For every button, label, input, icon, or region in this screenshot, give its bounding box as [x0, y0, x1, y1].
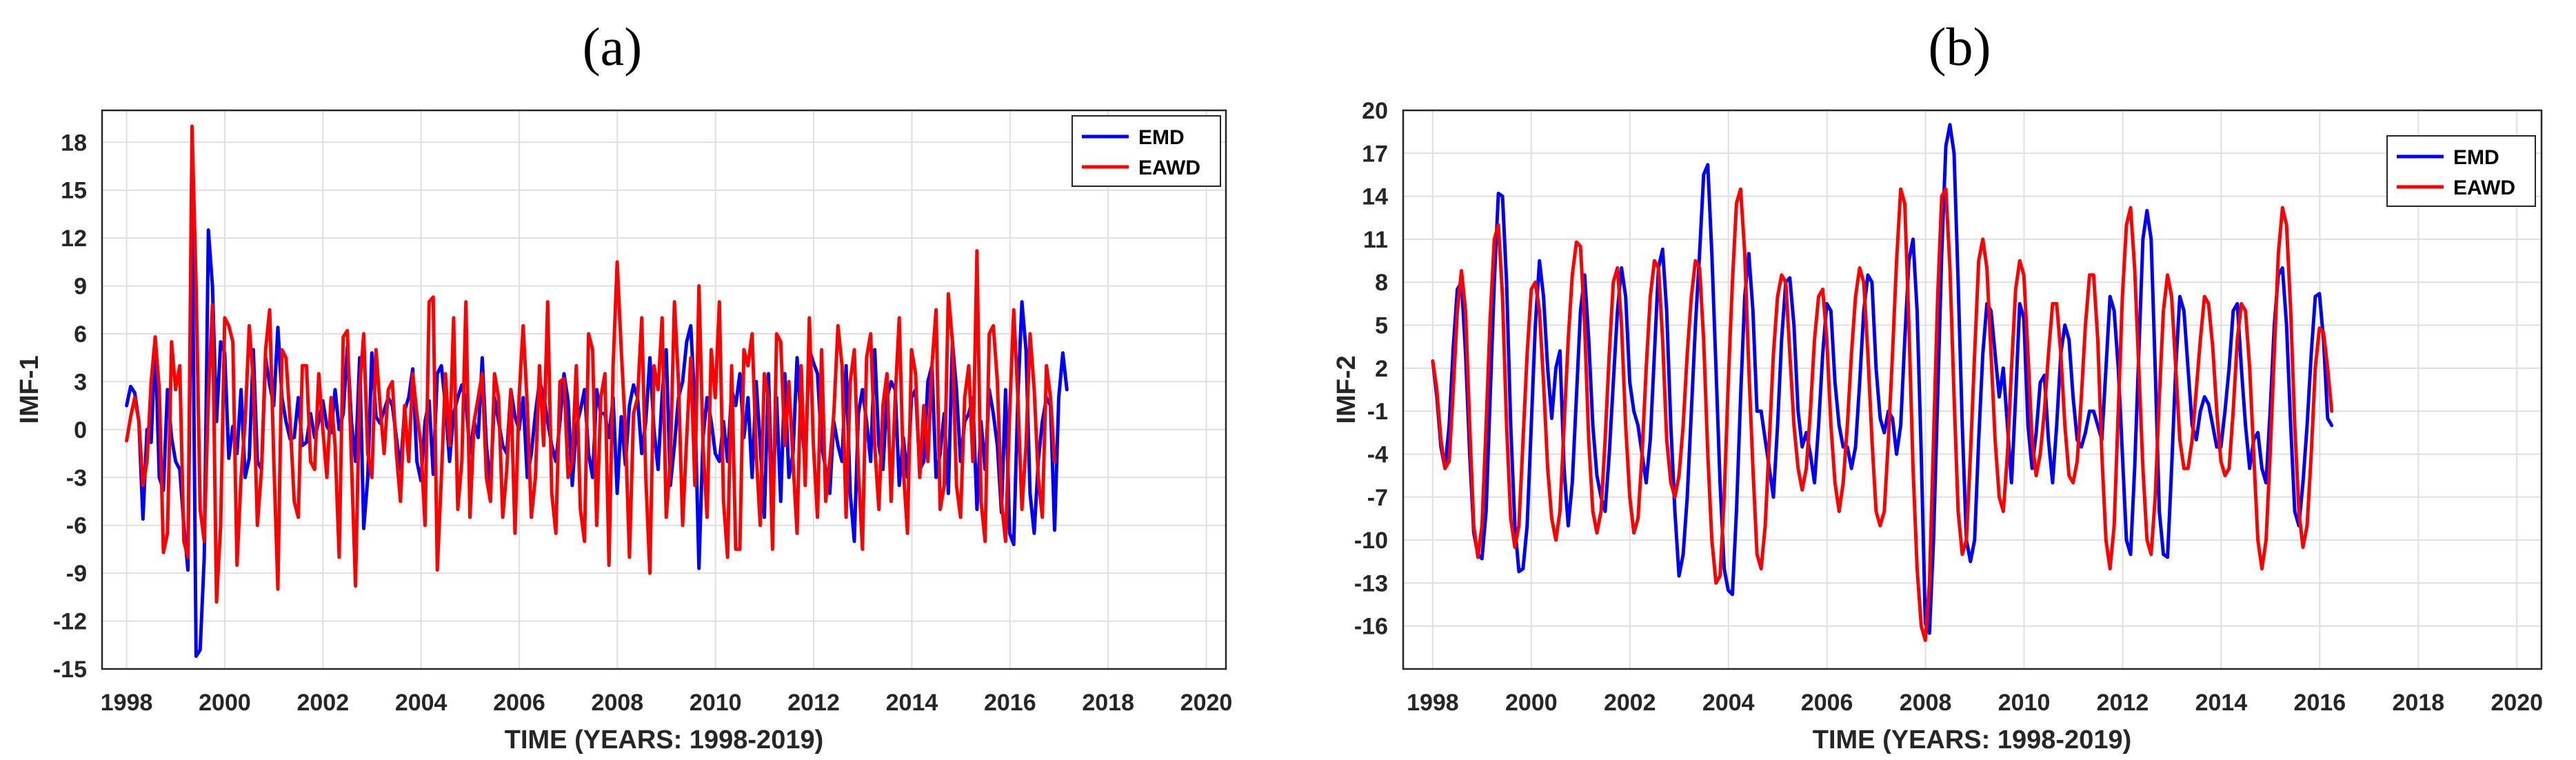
legend-box-a — [1071, 115, 1221, 187]
legend-b: EMD EAWD — [2386, 135, 2536, 207]
legend-box-b — [2386, 135, 2536, 207]
y-tick-label-b: -1 — [1367, 399, 1388, 425]
x-tick-label-a: 2008 — [592, 690, 644, 716]
x-tick-label-b: 1998 — [1407, 690, 1459, 716]
y-tick-label-b: 2 — [1375, 356, 1388, 382]
plot-frame-b — [1402, 109, 2543, 670]
x-tick-label-a: 2014 — [886, 690, 938, 716]
x-tick-label-a: 2002 — [296, 690, 349, 716]
x-tick-label-a: 2012 — [787, 690, 840, 716]
y-tick-label-b: 5 — [1375, 313, 1388, 339]
y-tick-label-b: 17 — [1362, 141, 1388, 167]
y-tick-label-b: 11 — [1363, 227, 1388, 253]
x-tick-label-b: 2004 — [1702, 690, 1755, 716]
legend-label-eawd-b: EAWD — [2453, 177, 2515, 199]
series-group-a — [125, 124, 1069, 658]
y-tick-label-b: -13 — [1354, 570, 1388, 597]
series-group-b — [1431, 123, 2334, 642]
x-tick-label-a: 2004 — [395, 690, 447, 716]
y-tick-label-b: 20 — [1362, 98, 1388, 124]
legend-label-eawd-a: EAWD — [1138, 157, 1200, 179]
x-tick-label-a: 2016 — [984, 690, 1036, 716]
y-tick-label-b: -10 — [1354, 528, 1388, 554]
x-tick-label-b: 2002 — [1604, 690, 1656, 716]
y-tick-label-b: 14 — [1362, 184, 1388, 210]
x-tick-label-a: 2000 — [199, 690, 251, 716]
x-tick-label-b: 2000 — [1505, 690, 1558, 716]
x-tick-label-a: 2018 — [1082, 690, 1134, 716]
x-tick-label-a: 1998 — [101, 690, 153, 716]
x-tick-labels-a: 1998 2000 2002 2004 2006 2008 2010 2012 2014 2016… — [101, 690, 1233, 716]
plot-frame-a — [101, 109, 1227, 670]
panel-label-b: (b) — [1929, 17, 1991, 77]
y-tick-label-b: -7 — [1367, 485, 1388, 511]
y-tick-label-a: -12 — [53, 609, 87, 635]
y-tick-label-b: -4 — [1367, 441, 1388, 468]
x-tick-label-b: 2012 — [2097, 690, 2149, 716]
y-tick-label-a: 9 — [74, 274, 87, 300]
legend-a: EMD EAWD — [1071, 115, 1221, 187]
x-tick-label-b: 2014 — [2195, 690, 2248, 716]
x-tick-labels-b: 1998 2000 2002 2004 2006 2008 2010 2012 2014 2016… — [1407, 690, 2543, 716]
x-tick-label-b: 2006 — [1801, 690, 1853, 716]
y-tick-label-a: -6 — [66, 513, 87, 539]
y-tick-label-a: -9 — [66, 561, 87, 587]
y-tick-label-a: 3 — [74, 369, 87, 395]
x-tick-label-b: 2018 — [2393, 690, 2445, 716]
y-axis-label-a: IMF-1 — [15, 355, 44, 423]
x-tick-label-a: 2020 — [1180, 690, 1233, 716]
y-tick-label-a: 18 — [61, 130, 87, 156]
series-line-eawd-a — [125, 124, 1056, 604]
x-tick-label-a: 2010 — [690, 690, 742, 716]
x-tick-label-a: 2006 — [493, 690, 545, 716]
y-tick-label-b: -16 — [1354, 614, 1388, 640]
y-axis-label-b: IMF-2 — [1332, 355, 1361, 423]
x-tick-label-b: 2010 — [1998, 690, 2051, 716]
x-axis-label-a: TIME (YEARS: 1998-2019) — [505, 726, 824, 754]
legend-label-emd-a: EMD — [1138, 126, 1185, 149]
y-tick-labels-a: -15 -12 -9 -6 -3 0 3 6 9 12 15 18 — [53, 130, 87, 683]
y-tick-label-a: 6 — [74, 321, 87, 348]
y-tick-label-a: 15 — [61, 178, 87, 204]
y-tick-labels-b: -16 -13 -10 -7 -4 -1 2 5 8 11 14 17 20 — [1354, 98, 1388, 640]
y-tick-label-a: -15 — [53, 657, 87, 683]
panel-label-a: (a) — [583, 17, 643, 77]
y-tick-label-b: 8 — [1375, 270, 1388, 296]
x-tick-label-b: 2008 — [1900, 690, 1952, 716]
series-line-eawd-b — [1431, 187, 2334, 642]
y-tick-label-a: 0 — [74, 417, 87, 443]
legend-label-emd-b: EMD — [2453, 146, 2499, 169]
x-tick-label-b: 2016 — [2294, 690, 2346, 716]
y-tick-label-a: -3 — [66, 465, 87, 491]
chart-panel-a: (a) -15 -12 -9 -6 -3 0 3 6 9 12 15 18 1998 2000 2002 2… — [15, 17, 1232, 754]
x-tick-label-b: 2020 — [2491, 690, 2543, 716]
x-axis-label-b: TIME (YEARS: 1998-2019) — [1813, 726, 2132, 754]
chart-panel-b: (b) -16 -13 -10 -7 -4 -1 2 5 8 11 14 17 20 1998 2000 2… — [1332, 17, 2543, 754]
y-tick-label-a: 12 — [61, 226, 87, 252]
